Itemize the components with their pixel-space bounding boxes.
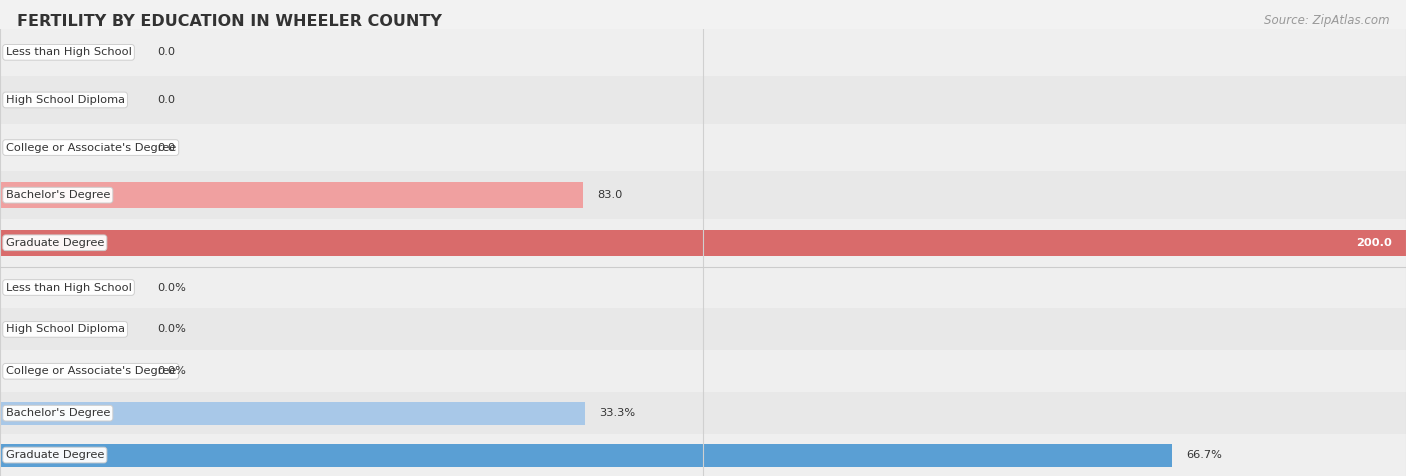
Text: Graduate Degree: Graduate Degree bbox=[6, 450, 104, 460]
Text: 83.0: 83.0 bbox=[598, 190, 623, 200]
Text: College or Associate's Degree: College or Associate's Degree bbox=[6, 142, 176, 153]
Bar bbox=[0, 392, 1406, 434]
Bar bbox=[0, 350, 1406, 392]
Bar bbox=[0, 76, 1406, 124]
Text: Graduate Degree: Graduate Degree bbox=[6, 238, 104, 248]
Text: 200.0: 200.0 bbox=[1355, 238, 1392, 248]
Text: College or Associate's Degree: College or Associate's Degree bbox=[6, 366, 176, 377]
Bar bbox=[0, 434, 1406, 476]
Bar bbox=[0, 219, 1406, 267]
Text: Less than High School: Less than High School bbox=[6, 282, 132, 293]
Text: 0.0%: 0.0% bbox=[157, 282, 187, 293]
Bar bbox=[0, 230, 1406, 256]
Bar bbox=[0, 124, 1406, 171]
Text: 0.0: 0.0 bbox=[157, 142, 176, 153]
Bar bbox=[0, 171, 1406, 219]
Bar bbox=[0, 444, 1173, 466]
Text: 0.0%: 0.0% bbox=[157, 366, 187, 377]
Text: 0.0: 0.0 bbox=[157, 95, 176, 105]
Text: 0.0: 0.0 bbox=[157, 47, 176, 58]
Text: 33.3%: 33.3% bbox=[599, 408, 636, 418]
Text: Bachelor's Degree: Bachelor's Degree bbox=[6, 408, 110, 418]
Bar bbox=[0, 267, 1406, 308]
Bar bbox=[0, 182, 583, 208]
Text: Source: ZipAtlas.com: Source: ZipAtlas.com bbox=[1264, 14, 1389, 27]
Text: High School Diploma: High School Diploma bbox=[6, 95, 125, 105]
Text: Less than High School: Less than High School bbox=[6, 47, 132, 58]
Bar bbox=[0, 29, 1406, 76]
Text: 66.7%: 66.7% bbox=[1187, 450, 1222, 460]
Text: Bachelor's Degree: Bachelor's Degree bbox=[6, 190, 110, 200]
Text: 0.0%: 0.0% bbox=[157, 324, 187, 335]
Bar bbox=[0, 402, 585, 425]
Bar bbox=[0, 308, 1406, 350]
Text: High School Diploma: High School Diploma bbox=[6, 324, 125, 335]
Text: FERTILITY BY EDUCATION IN WHEELER COUNTY: FERTILITY BY EDUCATION IN WHEELER COUNTY bbox=[17, 14, 441, 30]
